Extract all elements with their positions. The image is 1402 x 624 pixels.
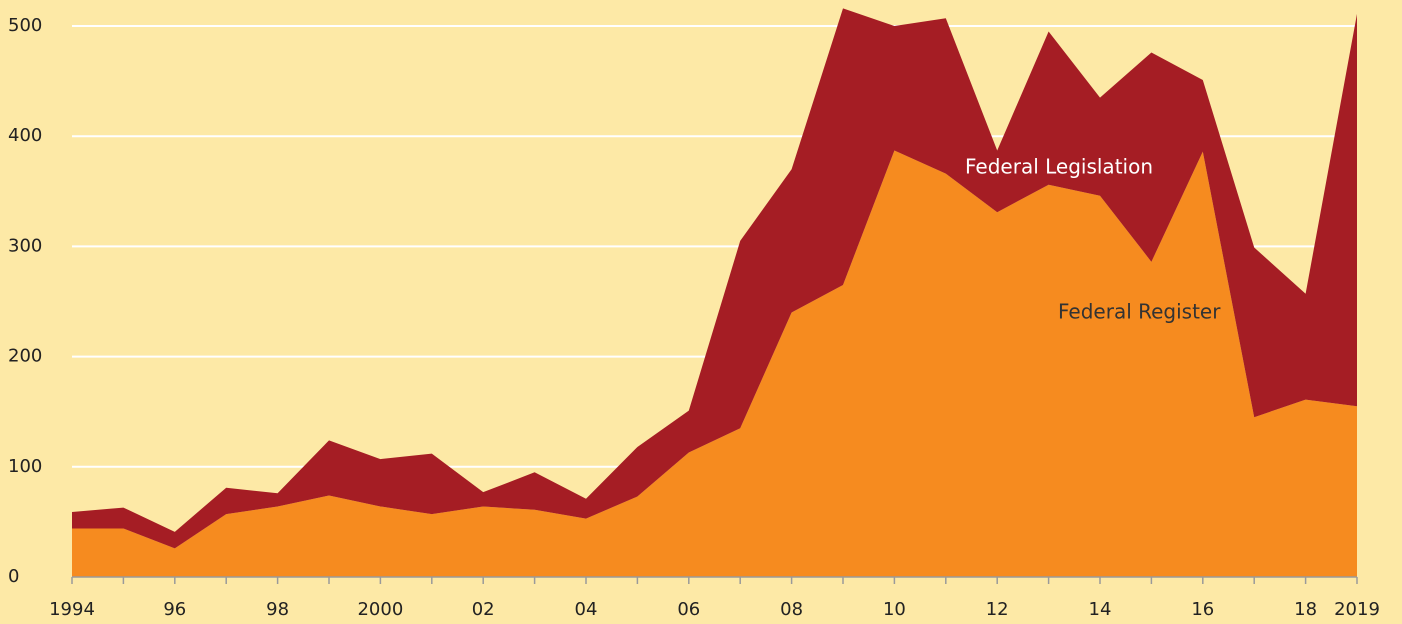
x-tick-label: 18 [1294, 599, 1317, 620]
x-tick-label: 2000 [357, 599, 403, 620]
x-tick-label: 98 [266, 599, 289, 620]
x-tick-label: 96 [163, 599, 186, 620]
y-tick-label: 400 [8, 125, 42, 146]
area [72, 8, 1357, 549]
y-tick-label: 100 [8, 456, 42, 477]
x-tick-label: 2019 [1334, 599, 1380, 620]
area [72, 150, 1357, 577]
x-tick-label: 14 [1089, 599, 1112, 620]
series-label: Federal Register [1058, 300, 1221, 324]
x-tick-label: 12 [986, 599, 1009, 620]
series-label: Federal Legislation [965, 155, 1153, 179]
x-tick-label: 1994 [49, 599, 95, 620]
x-tick-label: 02 [472, 599, 495, 620]
x-tick-label: 08 [780, 599, 803, 620]
x-tick-label: 10 [883, 599, 906, 620]
y-tick-label: 200 [8, 346, 42, 367]
y-tick-label: 0 [8, 566, 19, 587]
x-tick-label: 04 [575, 599, 598, 620]
y-tick-label: 300 [8, 235, 42, 256]
x-tick-label: 16 [1191, 599, 1214, 620]
y-tick-label: 500 [8, 15, 42, 36]
x-tick-label: 06 [677, 599, 700, 620]
